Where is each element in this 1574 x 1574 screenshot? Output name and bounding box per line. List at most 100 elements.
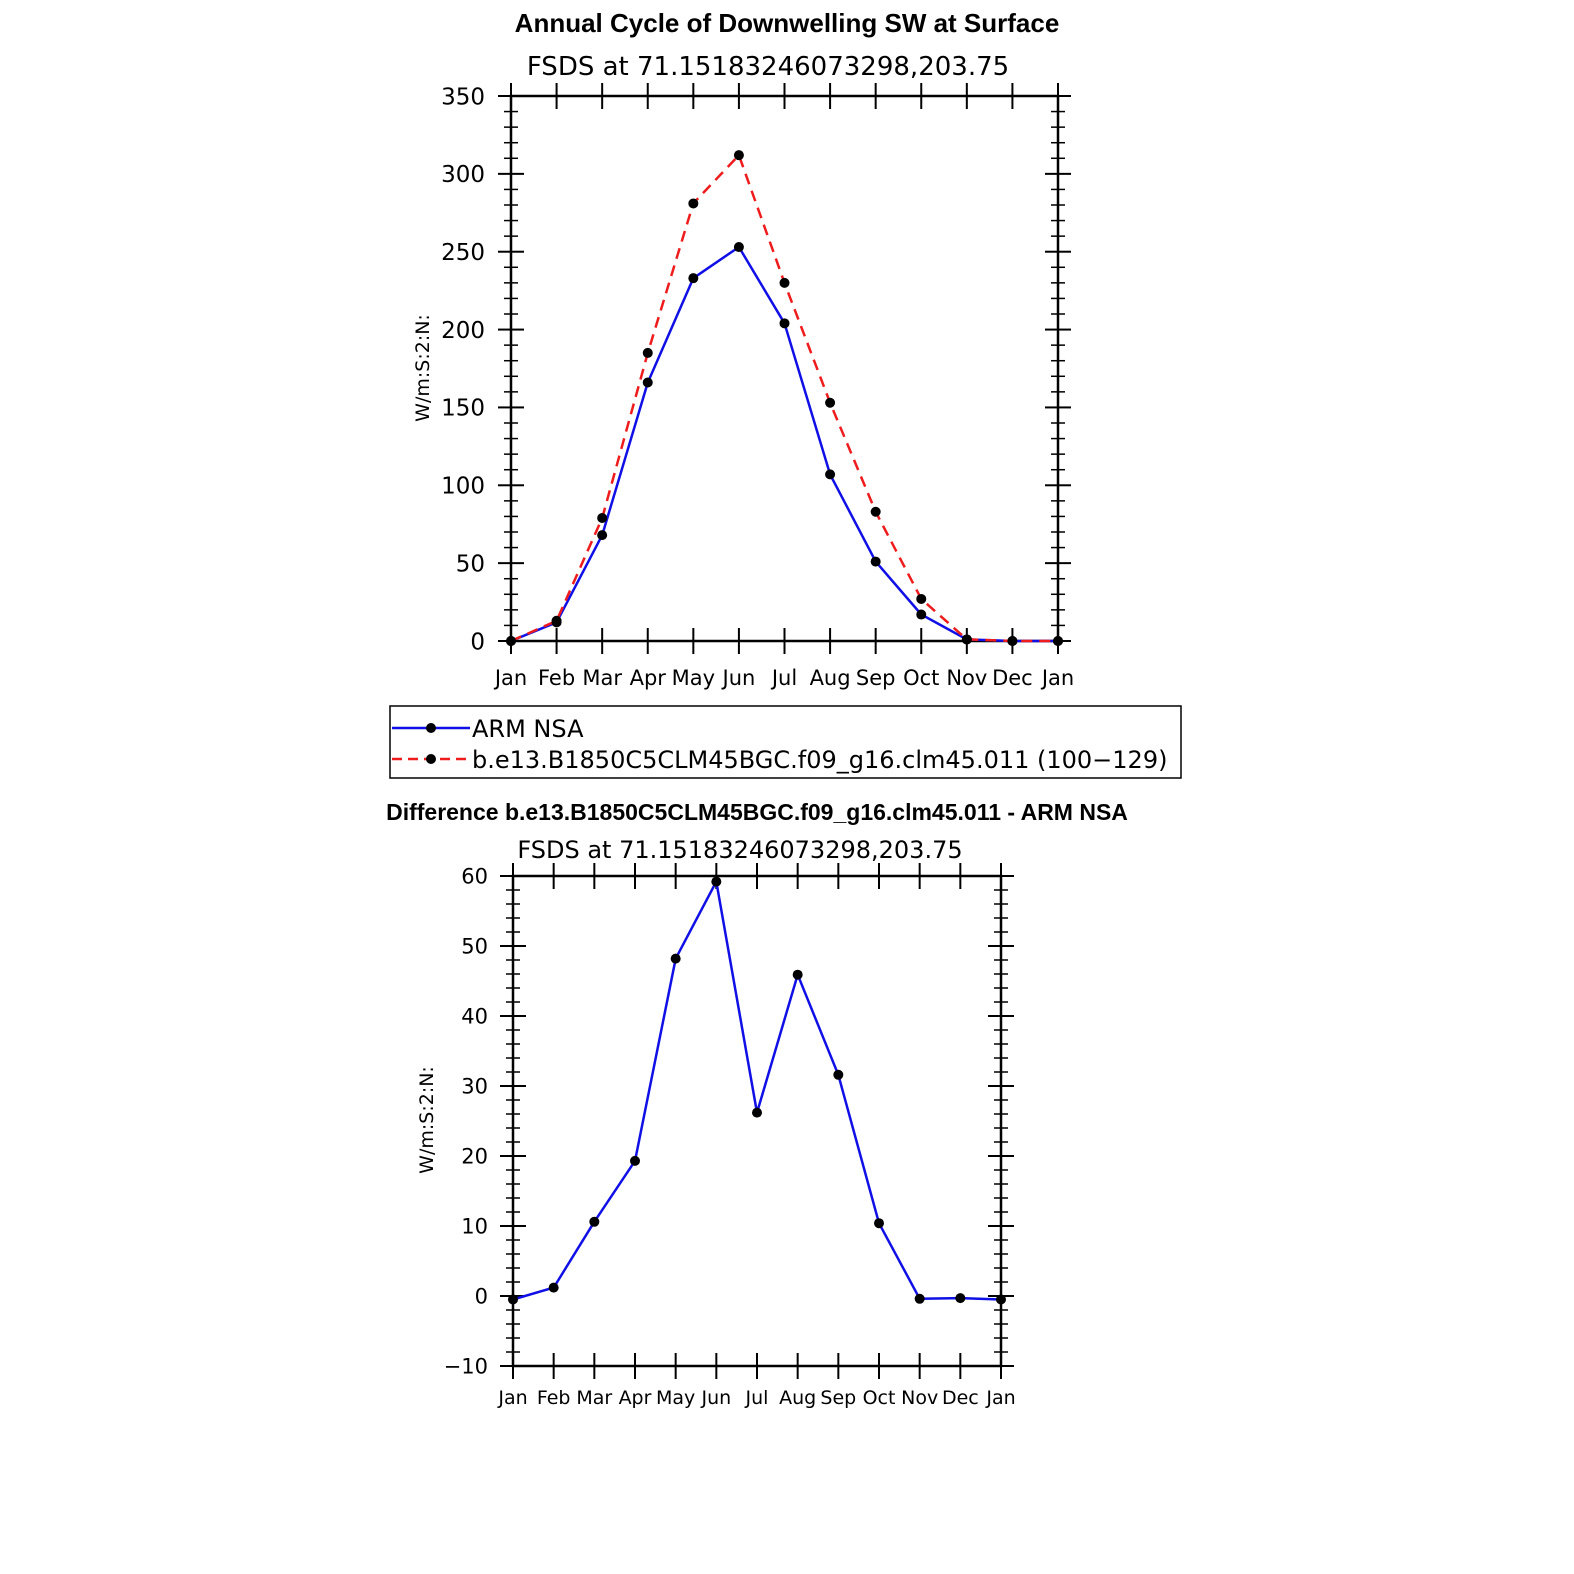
data-point: [955, 1293, 966, 1304]
y-tick-label: 350: [441, 84, 485, 110]
data-point: [961, 634, 972, 645]
y-tick-label: 200: [441, 318, 485, 344]
legend-marker-model: [426, 754, 436, 764]
data-point: [506, 636, 516, 646]
legend-label-model: b.e13.B1850C5CLM45BGC.f09_g16.clm45.011 …: [472, 746, 1167, 774]
data-point: [589, 1216, 600, 1227]
data-point: [779, 277, 790, 288]
y-tick-label: 100: [441, 474, 485, 500]
data-point: [833, 1069, 844, 1080]
chart-1-axes: 0 50 100 150 200 250 300 350 Jan Feb Mar Apr May Jun J…: [441, 83, 1074, 690]
chart-2-ylabel: W/m:S:2:N:: [416, 1066, 438, 1174]
y-tick-label: 10: [461, 1215, 488, 1239]
data-point: [916, 609, 927, 620]
data-point: [752, 1107, 762, 1118]
y-tick-label: 60: [461, 865, 488, 889]
x-tick-label: Jan: [1040, 666, 1074, 690]
data-point: [688, 273, 699, 284]
data-point: [642, 347, 653, 358]
data-point: [874, 1218, 884, 1229]
x-tick-label: Apr: [630, 666, 667, 690]
y-tick-label: −10: [444, 1355, 488, 1379]
data-point: [870, 506, 881, 517]
data-point: [670, 953, 681, 964]
x-tick-label: Nov: [946, 666, 987, 690]
chart-2-subtitle: FSDS at 71.15183246073298,203.75: [517, 836, 962, 864]
data-point: [548, 1282, 559, 1293]
legend-marker-arm-nsa: [426, 723, 436, 733]
data-point: [1053, 636, 1063, 646]
y-tick-label: 300: [441, 162, 485, 188]
data-point: [870, 556, 881, 567]
legend-box: [389, 705, 1182, 779]
x-tick-label: Oct: [863, 1387, 896, 1409]
data-point: [597, 512, 608, 523]
y-tick-label: 50: [461, 935, 488, 959]
data-point: [825, 469, 836, 480]
x-tick-label: Apr: [619, 1387, 652, 1409]
data-point: [508, 1294, 518, 1305]
data-point: [1007, 636, 1018, 646]
data-point: [916, 593, 927, 604]
x-tick-label: Jan: [985, 1387, 1015, 1409]
x-tick-label: Oct: [903, 666, 939, 690]
legend: ARM NSA b.e13.B1850C5CLM45BGC.f09_g16.cl…: [389, 705, 1182, 779]
x-tick-label: Dec: [992, 666, 1033, 690]
x-tick-label: Jul: [745, 1387, 769, 1409]
x-tick-label: Sep: [856, 666, 896, 690]
x-tick-label: May: [656, 1387, 695, 1409]
data-point: [996, 1294, 1006, 1305]
x-tick-label: Jan: [493, 666, 527, 690]
x-tick-label: Nov: [901, 1387, 938, 1409]
x-tick-label: Aug: [779, 1387, 816, 1409]
x-tick-label: Jun: [721, 666, 756, 690]
data-point: [733, 150, 744, 161]
chart-2-axes: −10 0 10 20 30 40 50 60 Jan Feb Mar Apr May Jun Jul Aug…: [444, 863, 1016, 1409]
x-tick-label: Feb: [538, 666, 575, 690]
x-tick-label: Sep: [820, 1387, 856, 1409]
data-point: [733, 242, 744, 253]
x-tick-label: Jun: [700, 1387, 731, 1409]
y-tick-label: 50: [456, 551, 485, 577]
data-point: [630, 1155, 640, 1166]
y-tick-label: 0: [470, 629, 485, 655]
y-tick-label: 40: [461, 1005, 488, 1029]
difference-chart: Difference b.e13.B1850C5CLM45BGC.f09_g16…: [386, 799, 1128, 1409]
chart-1-title: Annual Cycle of Downwelling SW at Surfac…: [515, 8, 1060, 38]
chart-2-series: [508, 876, 1006, 1305]
annual-cycle-chart: Annual Cycle of Downwelling SW at Surfac…: [412, 8, 1074, 690]
data-point: [551, 615, 562, 626]
data-point: [642, 377, 653, 388]
chart-2-plot-frame: [511, 874, 1003, 1368]
chart-2-title: Difference b.e13.B1850C5CLM45BGC.f09_g16…: [386, 799, 1128, 825]
data-point: [688, 198, 699, 209]
legend-label-arm-nsa: ARM NSA: [472, 715, 584, 743]
series-line-0: [510, 245, 1058, 643]
x-tick-label: Mar: [576, 1387, 612, 1409]
chart-1-plot-frame: [509, 94, 1060, 643]
data-point: [914, 1293, 925, 1304]
data-point: [597, 530, 608, 541]
x-tick-label: Feb: [537, 1387, 571, 1409]
y-tick-label: 150: [441, 396, 485, 422]
chart-1-subtitle: FSDS at 71.15183246073298,203.75: [527, 52, 1009, 82]
series-line-0: [512, 880, 1002, 1301]
data-point: [792, 969, 803, 980]
x-tick-label: May: [672, 666, 715, 690]
chart-1-ylabel: W/m:S:2:N:: [412, 314, 434, 422]
series-line-1: [510, 153, 1058, 643]
data-point: [825, 397, 836, 408]
y-tick-label: 250: [441, 240, 485, 266]
data-point: [779, 318, 790, 329]
y-tick-label: 0: [475, 1285, 488, 1309]
y-tick-label: 20: [461, 1145, 488, 1169]
x-tick-label: Jan: [497, 1387, 527, 1409]
x-tick-label: Dec: [942, 1387, 979, 1409]
y-tick-label: 30: [461, 1075, 488, 1099]
x-tick-label: Jul: [770, 666, 797, 690]
data-point: [711, 876, 722, 887]
x-tick-label: Mar: [582, 666, 622, 690]
x-tick-label: Aug: [810, 666, 851, 690]
chart-1-series: [506, 150, 1063, 646]
